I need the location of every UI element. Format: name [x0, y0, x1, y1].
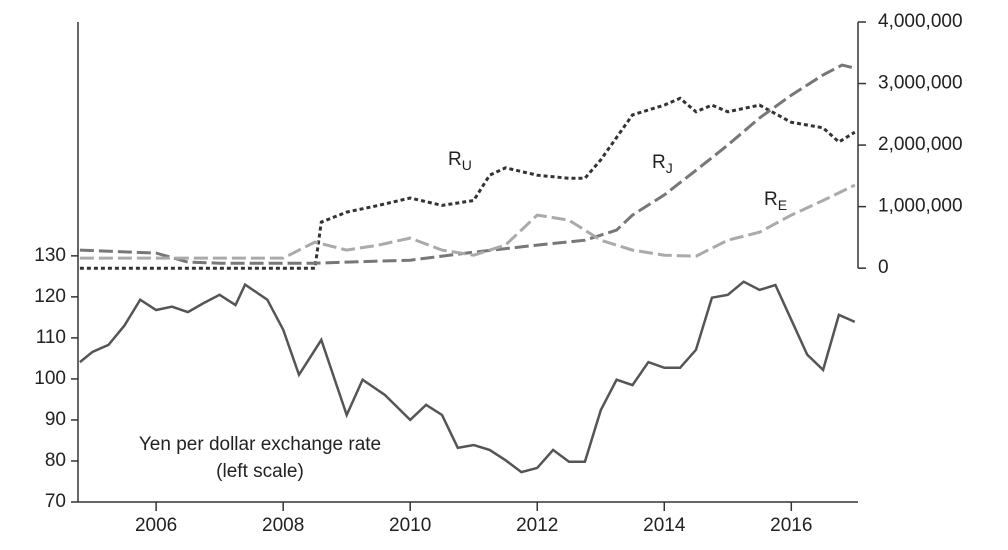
x-tick-label: 2006	[135, 515, 177, 536]
y-tick-label: 110	[36, 327, 66, 348]
y-tick-label: 130	[34, 245, 66, 266]
annotation: Yen per dollar exchange rate	[139, 434, 381, 455]
line-series	[79, 280, 856, 474]
line-series	[79, 183, 856, 260]
x-tick-label: 2012	[516, 515, 558, 536]
y2-tick-label: 1,000,000	[878, 196, 963, 217]
x-tick-label: 2008	[262, 515, 304, 536]
series-label: RU	[448, 149, 472, 173]
series-label: RJ	[652, 152, 673, 176]
x-tick-label: 2014	[643, 515, 686, 536]
y-tick-label: 80	[45, 450, 66, 471]
series-label: RE	[764, 189, 787, 213]
y2-tick-label: 2,000,000	[878, 134, 963, 155]
x-tick-label: 2016	[770, 515, 812, 536]
annotation: (left scale)	[216, 461, 304, 482]
line-series	[79, 96, 856, 270]
line-series	[79, 63, 856, 265]
y-tick-label: 100	[34, 368, 66, 389]
y2-tick-label: 0	[878, 257, 889, 278]
y-tick-label: 90	[45, 409, 66, 430]
y-tick-label: 70	[45, 491, 66, 512]
y2-tick-label: 3,000,000	[878, 73, 963, 94]
y2-tick-label: 4,000,000	[878, 11, 963, 32]
x-tick-label: 2010	[389, 515, 431, 536]
y-tick-label: 120	[34, 286, 66, 307]
